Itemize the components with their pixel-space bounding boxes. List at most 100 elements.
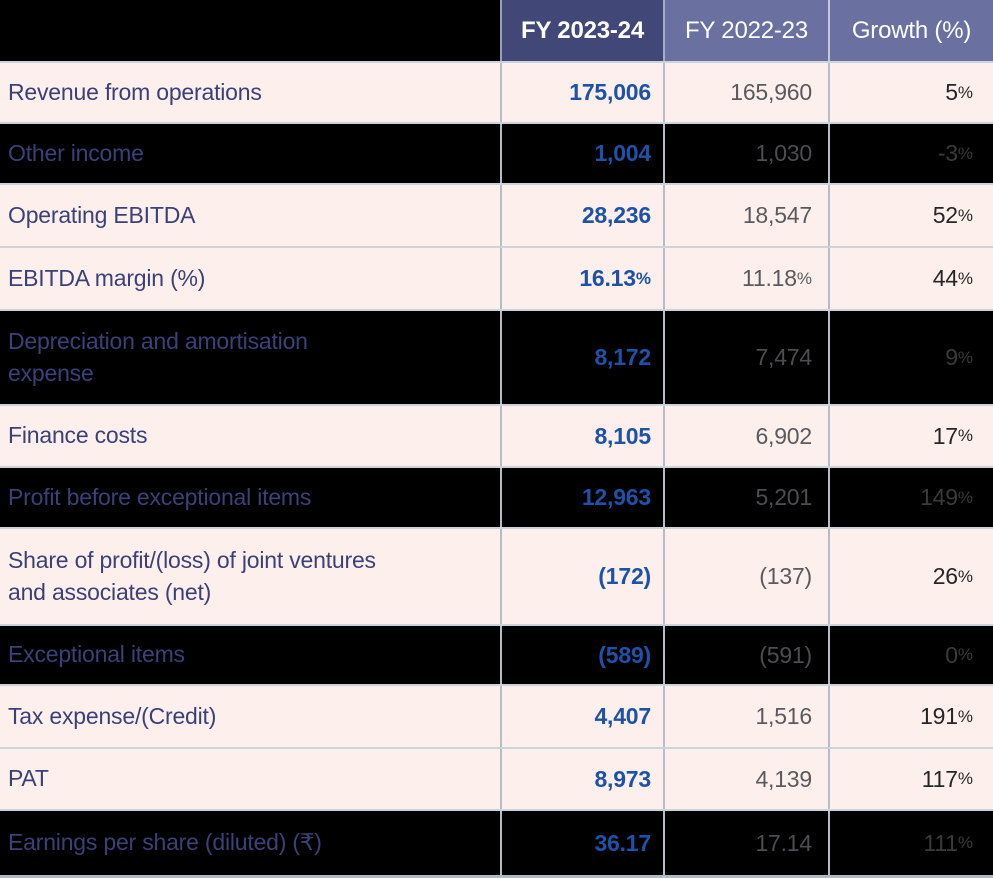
row-label: Revenue from operations <box>8 78 262 105</box>
value-text: 5 <box>945 79 958 105</box>
value-text: 44 <box>932 265 958 291</box>
percent-suffix: % <box>957 205 973 225</box>
value-current: 4,407 <box>500 686 663 747</box>
row-label: Earnings per share (diluted) (₹) <box>8 829 322 856</box>
value-previous: 17.14 <box>663 811 828 875</box>
value-text: 28,236 <box>581 202 651 228</box>
value-growth: 52% <box>828 185 993 246</box>
value-growth: 149% <box>828 468 993 527</box>
table-header-row: FY 2023-24 FY 2022-23 Growth (%) <box>0 0 993 63</box>
value-growth: 5% <box>828 63 993 122</box>
value-previous: 6,902 <box>663 406 828 466</box>
row-label: PAT <box>8 765 49 792</box>
value-text: 17.14 <box>755 829 812 856</box>
value-text: 5,201 <box>755 484 812 510</box>
row-pat: PAT 8,973 4,139 117% <box>0 749 993 811</box>
header-growth-pct: Growth (%) <box>828 0 993 61</box>
row-label: Depreciation and amortisation expense <box>8 328 308 386</box>
row-ebitda-margin: EBITDA margin (%) 16.13% 11.18% 44% <box>0 248 993 311</box>
value-text: 4,407 <box>594 703 651 729</box>
row-earnings-per-share: Earnings per share (diluted) (₹) 36.17 1… <box>0 811 993 875</box>
value-current: 175,006 <box>500 63 663 122</box>
value-text: 17 <box>932 422 958 449</box>
percent-suffix: % <box>957 268 973 288</box>
value-text: 1,030 <box>755 140 812 166</box>
row-label: Finance costs <box>8 422 148 449</box>
value-text: -3 <box>937 140 958 166</box>
value-growth: 191% <box>828 686 993 747</box>
percent-suffix: % <box>635 268 651 288</box>
value-text: 175,006 <box>569 79 651 105</box>
value-text: 9 <box>945 344 958 370</box>
value-growth: 9% <box>828 311 993 404</box>
row-share-of-profit-joint-ventures: Share of profit/(loss) of joint ventures… <box>0 529 993 626</box>
value-text: 11.18 <box>742 265 797 291</box>
value-current: (589) <box>500 626 663 684</box>
value-text: 7,474 <box>755 344 812 370</box>
row-revenue-from-operations: Revenue from operations 175,006 165,960 … <box>0 63 993 124</box>
row-label: Share of profit/(loss) of joint ventures… <box>8 547 376 605</box>
value-previous: 11.18% <box>663 248 828 309</box>
percent-suffix: % <box>957 143 973 163</box>
value-previous: (137) <box>663 529 828 624</box>
value-previous: 1,030 <box>663 124 828 183</box>
percent-suffix: % <box>957 833 973 852</box>
value-previous: 7,474 <box>663 311 828 404</box>
row-label: Profit before exceptional items <box>8 483 312 510</box>
value-text: 111 <box>923 829 959 856</box>
row-label: Tax expense/(Credit) <box>8 702 217 729</box>
percent-suffix: % <box>957 706 973 726</box>
value-text: 52 <box>932 202 958 228</box>
value-current: 1,004 <box>500 124 663 183</box>
row-tax-expense: Tax expense/(Credit) 4,407 1,516 191% <box>0 686 993 749</box>
value-current: 8,973 <box>500 749 663 809</box>
value-previous: 4,139 <box>663 749 828 809</box>
row-finance-costs: Finance costs 8,105 6,902 17% <box>0 406 993 468</box>
value-previous: 1,516 <box>663 686 828 747</box>
value-text: 149 <box>920 484 958 510</box>
value-growth: 111% <box>828 811 993 875</box>
value-text: 8,105 <box>594 422 651 449</box>
value-text: 117 <box>921 765 958 792</box>
row-label: Exceptional items <box>8 641 185 668</box>
percent-suffix: % <box>957 769 973 788</box>
value-text: 4,139 <box>755 765 812 792</box>
value-text: 26 <box>932 563 958 589</box>
value-text: 18,547 <box>742 202 812 228</box>
value-growth: 26% <box>828 529 993 624</box>
value-text: 36.17 <box>594 829 651 856</box>
row-exceptional-items: Exceptional items (589) (591) 0% <box>0 626 993 686</box>
header-blank-cell <box>0 0 500 61</box>
value-text: 165,960 <box>730 79 812 105</box>
value-text: (589) <box>598 641 651 668</box>
row-other-income: Other income 1,004 1,030 -3% <box>0 124 993 185</box>
percent-suffix: % <box>957 82 973 102</box>
value-previous: 165,960 <box>663 63 828 122</box>
value-previous: 5,201 <box>663 468 828 527</box>
value-previous: 18,547 <box>663 185 828 246</box>
value-text: 6,902 <box>755 422 812 449</box>
value-text: 8,973 <box>594 765 651 792</box>
value-text: 191 <box>920 703 958 729</box>
value-current: 36.17 <box>500 811 663 875</box>
value-previous: (591) <box>663 626 828 684</box>
header-fy-2022-23: FY 2022-23 <box>663 0 828 61</box>
value-text: 8,172 <box>594 344 651 370</box>
row-profit-before-exceptional-items: Profit before exceptional items 12,963 5… <box>0 468 993 529</box>
header-fy-2023-24: FY 2023-24 <box>500 0 663 61</box>
value-current: 28,236 <box>500 185 663 246</box>
row-label: EBITDA margin (%) <box>8 264 206 291</box>
value-growth: -3% <box>828 124 993 183</box>
bottom-edge-divider <box>0 875 993 878</box>
value-current: 8,105 <box>500 406 663 466</box>
value-text: (591) <box>759 641 812 668</box>
value-current: (172) <box>500 529 663 624</box>
value-current: 12,963 <box>500 468 663 527</box>
value-current: 8,172 <box>500 311 663 404</box>
value-text: 1,516 <box>755 703 812 729</box>
row-label: Operating EBITDA <box>8 201 196 228</box>
row-operating-ebitda: Operating EBITDA 28,236 18,547 52% <box>0 185 993 248</box>
value-text: 1,004 <box>594 140 651 166</box>
value-growth: 44% <box>828 248 993 309</box>
